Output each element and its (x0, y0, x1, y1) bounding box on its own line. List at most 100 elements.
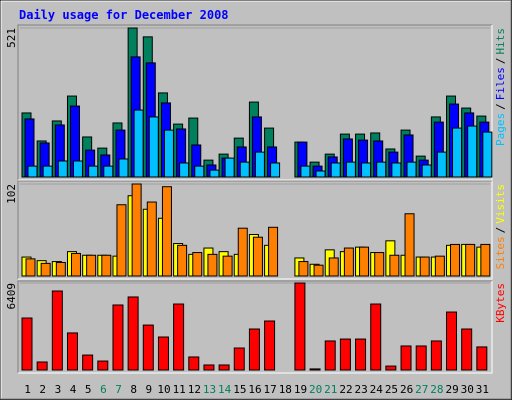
bar (339, 338, 351, 371)
bar (361, 162, 372, 178)
bar (36, 361, 48, 371)
bar (51, 290, 63, 371)
bar (142, 324, 154, 371)
x-tick-label: 8 (130, 383, 137, 396)
bar (345, 161, 356, 178)
bar (465, 243, 476, 277)
bar (146, 201, 157, 277)
x-tick-label: 26 (400, 383, 413, 396)
bar (222, 255, 233, 277)
x-tick-label: 7 (115, 383, 122, 396)
x-tick-label: 12 (188, 383, 201, 396)
bar (313, 264, 324, 277)
bar (237, 227, 248, 277)
bar (173, 303, 185, 371)
x-tick-label: 6 (100, 383, 107, 396)
bar (42, 165, 53, 178)
x-tick-label: 9 (146, 383, 153, 396)
bar (224, 157, 235, 178)
bar (294, 282, 306, 371)
bar (103, 165, 114, 178)
x-tick-label: 15 (233, 383, 246, 396)
bar (330, 162, 341, 178)
bar (101, 254, 112, 277)
x-tick-label: 11 (173, 383, 186, 396)
bar (116, 204, 127, 277)
bar (450, 243, 461, 277)
bar (467, 125, 478, 178)
bar (188, 356, 200, 371)
legend-entry: Sites (494, 236, 507, 269)
bar (406, 161, 417, 178)
bar (203, 364, 215, 371)
bar (192, 252, 203, 277)
bar (133, 109, 144, 178)
x-tick-label: 4 (70, 383, 77, 396)
bar (385, 365, 397, 371)
bar (21, 317, 33, 371)
bar (112, 304, 124, 371)
x-tick-label: 28 (430, 383, 443, 396)
x-tick-label: 16 (248, 383, 261, 396)
panel-bevel (18, 25, 493, 181)
bar (343, 247, 354, 277)
x-tick-label: 14 (218, 383, 232, 396)
bar (233, 347, 245, 371)
bar (161, 186, 172, 277)
x-tick-label: 25 (385, 383, 398, 396)
bar (57, 160, 68, 178)
x-tick-label: 13 (203, 383, 216, 396)
bar (179, 162, 190, 178)
bar (248, 328, 260, 371)
bar (268, 226, 279, 277)
bar (131, 183, 142, 277)
x-tick-label: 5 (85, 383, 92, 396)
panel-bevel (17, 180, 492, 279)
bar (127, 296, 139, 371)
bar (436, 151, 447, 178)
bar (194, 165, 205, 178)
x-tick-label: 23 (355, 383, 368, 396)
y-tick-label: 6409 (5, 283, 18, 310)
x-tick-label: 20 (309, 383, 322, 396)
legend-separator: / (494, 58, 507, 65)
x-tick-label: 24 (370, 383, 384, 396)
bar (374, 252, 385, 277)
bar (239, 161, 250, 178)
bar (70, 252, 81, 277)
bar (359, 246, 370, 277)
legend-separator: / (494, 227, 507, 234)
bar (254, 151, 265, 178)
bar (40, 262, 51, 277)
bar (421, 164, 432, 178)
x-tick-label: 29 (445, 383, 458, 396)
bar (309, 368, 321, 371)
bar (72, 160, 83, 178)
bar (355, 338, 367, 371)
bar (452, 127, 463, 178)
bar (370, 303, 382, 371)
bar (66, 332, 78, 371)
bar (218, 364, 230, 371)
bar (270, 162, 281, 178)
legend-entry: Files (494, 67, 507, 100)
bar (315, 170, 326, 178)
bar (391, 162, 402, 178)
legend-entry: Hits (494, 28, 507, 55)
bar (252, 236, 263, 277)
x-tick-label: 21 (324, 383, 337, 396)
bar (148, 116, 159, 178)
x-tick-label: 1 (24, 383, 31, 396)
bar (82, 354, 94, 371)
bar (324, 340, 336, 371)
x-tick-label: 2 (39, 383, 46, 396)
x-tick-label: 19 (294, 383, 307, 396)
y-tick-label: 102 (5, 184, 18, 204)
bar (118, 158, 129, 178)
legend-entry: Visits (494, 184, 507, 224)
bar (376, 161, 387, 178)
x-tick-label: 22 (339, 383, 352, 396)
bar (97, 360, 109, 371)
bar (264, 320, 276, 371)
